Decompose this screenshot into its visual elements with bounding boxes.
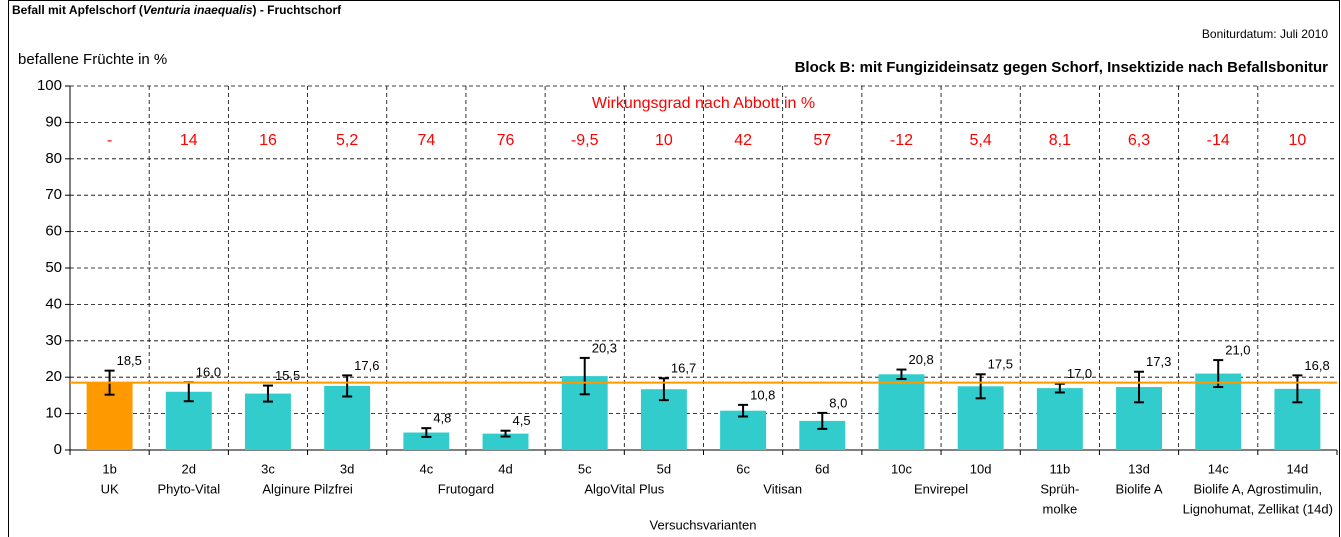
group-label: molke [1043,501,1078,516]
y-tick-label: 90 [45,113,62,130]
bar [403,432,450,450]
efficacy-label: 42 [734,132,752,149]
efficacy-label: - [107,132,112,149]
title-part: ) - Fruchtschorf [253,3,343,17]
value-label: 16,8 [1304,358,1329,373]
title-part: Venturia inaequalis [143,3,253,17]
value-label: 21,0 [1225,343,1250,358]
annotation: Wirkungsgrad nach Abbott in % [592,95,815,112]
x-tick-label: 10c [891,461,912,476]
x-tick-label: 4d [498,461,512,476]
y-tick-label: 100 [37,77,62,94]
y-tick-label: 10 [45,405,62,422]
subtitle: Block B: mit Fungizideinsatz gegen Schor… [795,59,1329,76]
x-tick-label: 6d [815,461,829,476]
bar [245,393,291,450]
y-tick-label: 50 [45,259,62,276]
x-tick-label: 14c [1208,461,1229,476]
title-part: Befall mit Apfelschorf ( [12,3,143,17]
efficacy-label: 10 [1289,132,1307,149]
efficacy-label: -12 [890,132,913,149]
x-tick-label: 1b [102,461,116,476]
group-label: AlgoVital Plus [584,481,664,496]
efficacy-label: 8,1 [1049,132,1071,149]
y-tick-label: 40 [45,295,62,312]
x-axis-label: Versuchsvarianten [650,517,757,532]
efficacy-label: 5,4 [970,132,992,149]
value-label: 15,5 [275,368,300,383]
group-label: Phyto-Vital [157,481,220,496]
value-label: 17,6 [354,358,379,373]
value-label: 20,8 [908,352,933,367]
value-label: 10,8 [750,387,775,402]
efficacy-label: -9,5 [571,132,599,149]
frame [8,0,1340,537]
y-tick-label: 60 [45,223,62,240]
efficacy-label: 16 [259,132,277,149]
value-label: 8,0 [829,395,847,410]
x-tick-label: 2d [182,461,196,476]
x-tick-label: 14d [1287,461,1309,476]
group-label: Envirepel [914,481,968,496]
y-axis-label: befallene Früchte in % [18,51,167,68]
bar [1036,388,1083,450]
value-label: 17,3 [1146,354,1171,369]
value-label: 4,8 [433,411,451,426]
y-tick-label: 80 [45,150,62,167]
chart-title: Befall mit Apfelschorf (Venturia inaequa… [12,3,342,17]
x-tick-label: 10d [970,461,992,476]
efficacy-label: 5,2 [336,132,358,149]
group-label: Vitisan [763,481,802,496]
y-tick-label: 20 [45,368,62,385]
efficacy-label: 10 [655,132,673,149]
group-label: Frutogard [438,481,494,496]
efficacy-label: 76 [497,132,515,149]
group-label: Lignohumat, Zellikat (14d) [1183,501,1333,516]
value-label: 20,3 [592,340,617,355]
y-tick-label: 30 [45,332,62,349]
efficacy-label: 57 [813,132,831,149]
bar [482,433,529,450]
date-note: Boniturdatum: Juli 2010 [1202,27,1328,41]
group-label: UK [101,481,119,496]
x-tick-label: 5c [578,461,592,476]
x-tick-label: 6c [736,461,750,476]
group-label: Biolife A, Agrostimulin, [1194,481,1323,496]
value-label: 17,0 [1067,366,1092,381]
bar [878,374,925,450]
efficacy-label: -14 [1207,132,1230,149]
efficacy-label: 74 [417,132,435,149]
x-tick-label: 4c [419,461,433,476]
group-label: Biolife A [1116,481,1163,496]
x-tick-label: 3c [261,461,275,476]
y-tick-label: 70 [45,186,62,203]
x-tick-label: 13d [1128,461,1150,476]
efficacy-label: 14 [180,132,198,149]
value-label: 16,7 [671,361,696,376]
efficacy-label: 6,3 [1128,132,1150,149]
group-label: Sprüh- [1040,481,1079,496]
value-label: 16,0 [196,365,221,380]
value-label: 4,5 [513,413,531,428]
value-label: 17,5 [988,357,1013,372]
value-label: 18,5 [117,353,142,368]
x-tick-label: 11b [1049,461,1070,476]
x-tick-label: 5d [657,461,671,476]
x-tick-label: 3d [340,461,354,476]
group-label: Alginure Pilzfrei [262,481,352,496]
y-tick-label: 0 [54,441,62,458]
